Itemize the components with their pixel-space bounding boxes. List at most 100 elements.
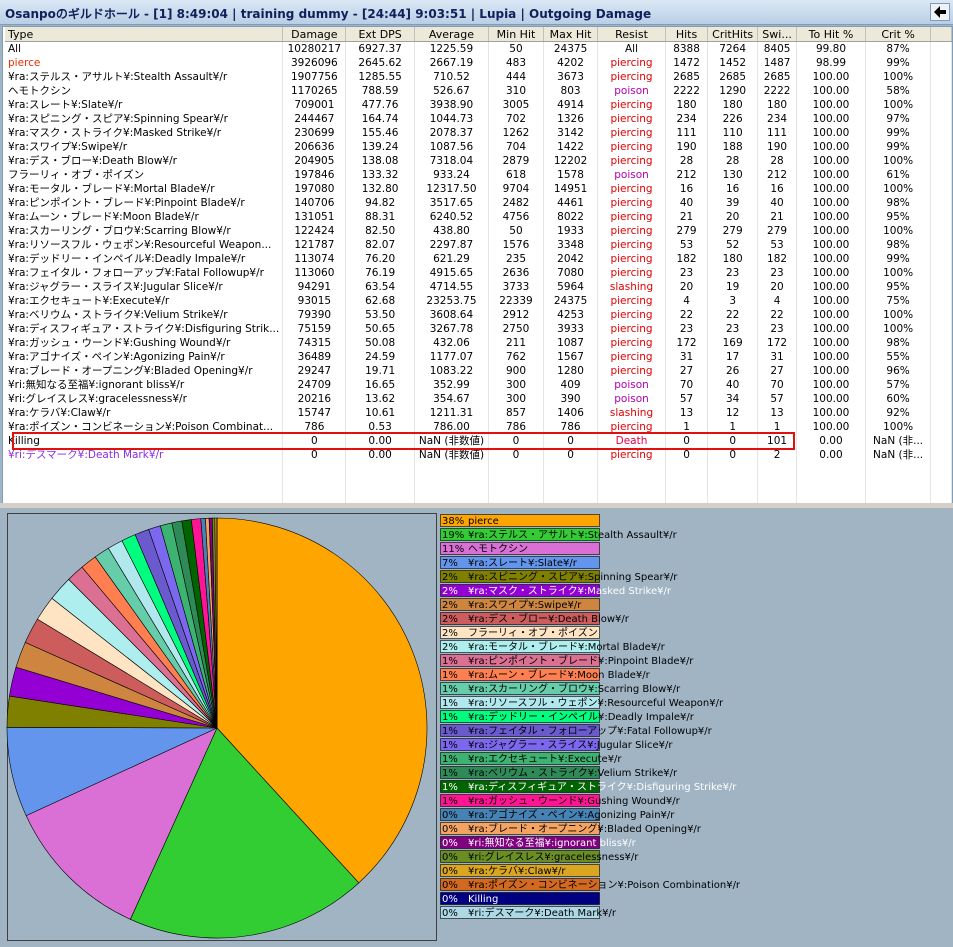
column-header[interactable]: CritHits <box>707 27 758 42</box>
column-header[interactable]: To Hit % <box>796 27 866 42</box>
column-header[interactable]: Max Hit <box>543 27 599 42</box>
table-row[interactable]: ¥ra:スワイプ¥:Swipe¥/r 206636 139.24 1087.56 704… <box>5 140 952 154</box>
empty-cell <box>757 476 798 490</box>
table-cell: 1472 <box>665 56 709 70</box>
table-row[interactable]: ¥ra:デッドリー・インペイル¥:Deadly Impale¥/r 113074 7… <box>5 252 952 266</box>
table-row[interactable]: ¥ra:ピンポイント・ブレード¥:Pinpoint Blade¥/r 140706… <box>5 196 952 210</box>
table-cell: piercing <box>597 294 666 308</box>
back-button[interactable] <box>930 3 950 21</box>
empty-cell <box>414 476 490 490</box>
table-row[interactable]: ¥ra:エクセキュート¥:Execute¥/r 93015 62.68 23253.7… <box>5 294 952 308</box>
table-cell: 1262 <box>488 126 544 140</box>
table-cell: 352.99 <box>414 378 490 392</box>
column-header[interactable]: Type <box>5 27 284 42</box>
table-cell: 279 <box>707 224 758 238</box>
column-header[interactable]: Damage <box>282 27 347 42</box>
table-cell: piercing <box>597 154 666 168</box>
table-row[interactable]: ¥ra:モータル・ブレード¥:Mortal Blade¥/r 197080 132.… <box>5 182 952 196</box>
table-cell: ¥ra:ケラバ¥:Claw¥/r <box>5 406 284 420</box>
table-cell: piercing <box>597 112 666 126</box>
legend-swatch <box>440 752 600 765</box>
table-row[interactable]: フラーリィ・オブ・ポイズン 197846 133.32 933.24 618 1578 po… <box>5 168 952 182</box>
table-row[interactable]: ¥ri:無知なる至福¥:ignorant bliss¥/r 24709 16.65 3… <box>5 378 952 392</box>
table-cell: poison <box>597 392 666 406</box>
table-row[interactable]: ¥ra:ディスフィギュア・ストライク¥:Disfiguring Strik...… <box>5 322 952 336</box>
table-cell: 100% <box>865 182 932 196</box>
table-cell: 100.00 <box>796 210 866 224</box>
splitter[interactable] <box>0 503 953 508</box>
table-cell: 211 <box>488 336 544 350</box>
column-header[interactable]: Ext DPS <box>345 27 415 42</box>
table-row[interactable]: ¥ra:ベリウム・ストライク¥:Velium Strike¥/r 79390 53.… <box>5 308 952 322</box>
column-header[interactable]: Hits <box>665 27 709 42</box>
legend-swatch <box>440 598 600 611</box>
legend-label: ¥ri:グレイスレス¥:gracelessness¥/r <box>468 850 639 863</box>
table-cell: 2912 <box>488 308 544 322</box>
table-row[interactable]: ¥ra:ムーン・ブレード¥:Moon Blade¥/r 131051 88.31 62… <box>5 210 952 224</box>
table-row[interactable]: ¥ra:ブレード・オープニング¥:Bladed Opening¥/r 29247 1… <box>5 364 952 378</box>
table-cell: 7080 <box>543 266 599 280</box>
table-row[interactable]: ¥ra:スカーリング・ブロウ¥:Scarring Blow¥/r 122424 82… <box>5 224 952 238</box>
table-cell: ¥ra:デッドリー・インペイル¥:Deadly Impale¥/r <box>5 252 284 266</box>
column-header[interactable]: Swi... <box>757 27 798 42</box>
table-row[interactable]: ¥ri:デスマーク¥:Death Mark¥/r 0 0.00 NaN (非数値) 0 0… <box>5 448 952 462</box>
table-row[interactable]: ¥ra:アゴナイズ・ペイン¥:Agonizing Pain¥/r 36489 24.… <box>5 350 952 364</box>
column-header[interactable]: Average <box>414 27 490 42</box>
table-cell: 76.19 <box>345 266 415 280</box>
table-cell: 0 <box>282 448 347 462</box>
table-row[interactable]: ¥ra:スピニング・スピア¥:Spinning Spear¥/r 244467 16… <box>5 112 952 126</box>
table-cell: 786 <box>282 420 347 434</box>
table-cell: 4 <box>757 294 798 308</box>
table-cell: 40 <box>707 378 758 392</box>
table-row[interactable]: Killing 0 0.00 NaN (非数値) 0 0 Death 0 0 101 0.00 NaN… <box>5 434 952 448</box>
table-row[interactable]: ¥ri:グレイスレス¥:gracelessness¥/r 20216 13.62 35… <box>5 392 952 406</box>
table-row[interactable]: ¥ra:ケラバ¥:Claw¥/r 15747 10.61 1211.31 857 1406… <box>5 406 952 420</box>
column-header[interactable]: Min Hit <box>488 27 544 42</box>
table-cell: 432.06 <box>414 336 490 350</box>
table-cell: 0 <box>488 448 544 462</box>
legend-percent: 0% <box>442 810 458 821</box>
table-cell: 354.67 <box>414 392 490 406</box>
table-cell: 13 <box>757 406 798 420</box>
table-row[interactable]: ¥ra:フェイタル・フォローアップ¥:Fatal Followup¥/r 1130… <box>5 266 952 280</box>
table-cell: 180 <box>665 98 709 112</box>
legend-label: フラーリィ・オブ・ポイズン <box>468 626 598 639</box>
table-row[interactable]: ¥ra:ガッシュ・ウーンド¥:Gushing Wound¥/r 74315 50.0… <box>5 336 952 350</box>
table-cell: 100.00 <box>796 420 866 434</box>
table-cell: 1280 <box>543 364 599 378</box>
table-row[interactable]: ¥ra:リソースフル・ウェポン¥:Resourceful Weapon... 12… <box>5 238 952 252</box>
table-row[interactable]: ¥ra:ステルス・アサルト¥:Stealth Assault¥/r 1907756… <box>5 70 952 84</box>
table-cell: 4461 <box>543 196 599 210</box>
column-header[interactable]: Crit % <box>865 27 932 42</box>
table-cell: 100.00 <box>796 322 866 336</box>
table-row[interactable]: ¥ra:ポイズン・コンビネーション¥:Poison Combinat... 786… <box>5 420 952 434</box>
legend-percent: 0% <box>442 880 458 891</box>
table-row[interactable]: ¥ra:マスク・ストライク¥:Masked Strike¥/r 230699 155… <box>5 126 952 140</box>
table-cell: 4914 <box>543 98 599 112</box>
table-row[interactable]: All 10280217 6927.37 1225.59 50 24375 All 8388 7… <box>5 41 952 56</box>
table-row[interactable]: ヘモトクシン 1170265 788.59 526.67 310 803 poison 222… <box>5 84 952 98</box>
table-cell: 98% <box>865 238 932 252</box>
table-cell-filler <box>930 126 952 140</box>
table-cell: 13.62 <box>345 392 415 406</box>
table-cell: 100.00 <box>796 350 866 364</box>
table-cell: 19.71 <box>345 364 415 378</box>
table-row[interactable]: pierce 3926096 2645.62 2667.19 483 4202 pierci… <box>5 56 952 70</box>
legend-percent: 2% <box>442 572 458 583</box>
table-cell: 100% <box>865 420 932 434</box>
legend-swatch <box>440 542 600 555</box>
table-cell: 138.08 <box>345 154 415 168</box>
table-cell: 3267.78 <box>414 322 490 336</box>
table-row[interactable]: ¥ra:ジャグラー・スライス¥:Jugular Slice¥/r 94291 63.… <box>5 280 952 294</box>
table-cell: 31 <box>665 350 709 364</box>
table-cell-filler <box>930 98 952 112</box>
table-cell: 3733 <box>488 280 544 294</box>
empty-cell <box>930 490 952 503</box>
table-cell: 234 <box>757 112 798 126</box>
table-cell: 98.99 <box>796 56 866 70</box>
column-header[interactable]: Resist <box>597 27 666 42</box>
table-cell: ¥ra:ベリウム・ストライク¥:Velium Strike¥/r <box>5 308 284 322</box>
table-cell: 79390 <box>282 308 347 322</box>
table-row[interactable]: ¥ra:スレート¥:Slate¥/r 709001 477.76 3938.90 300… <box>5 98 952 112</box>
table-row[interactable]: ¥ra:デス・ブロー¥:Death Blow¥/r 204905 138.08 731… <box>5 154 952 168</box>
